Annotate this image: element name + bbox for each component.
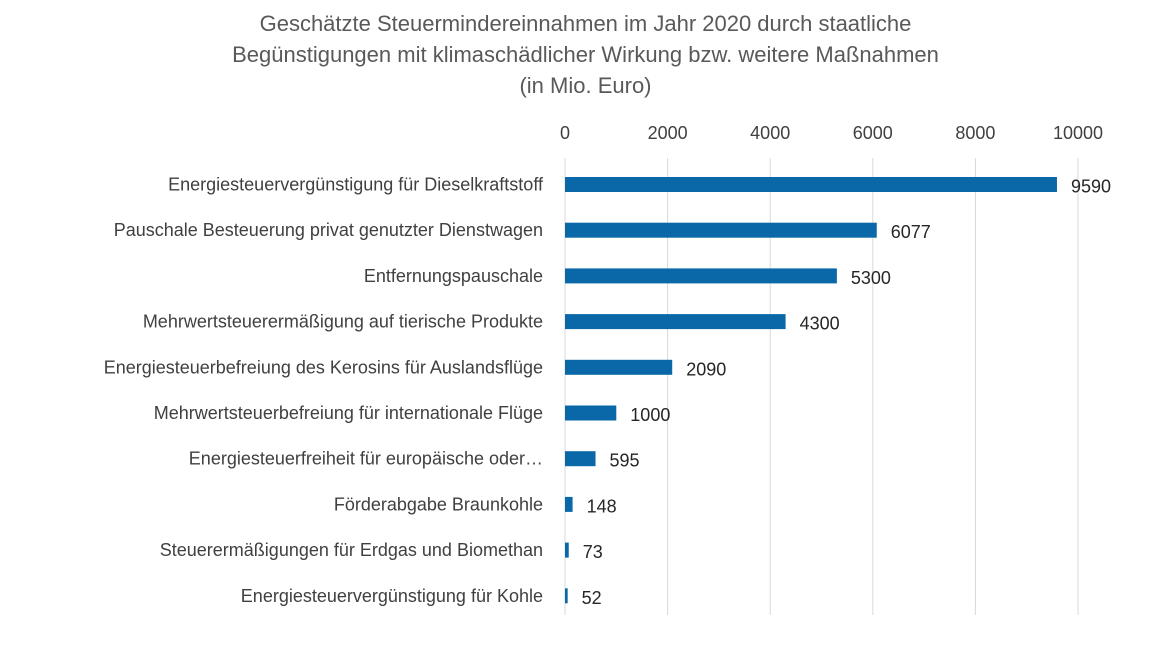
bar-3 [565, 268, 837, 284]
data-label: 2090 [686, 359, 726, 379]
data-label: 9590 [1071, 177, 1111, 197]
bar-9 [565, 542, 569, 558]
chart-title-line-3: (in Mio. Euro) [519, 73, 652, 98]
chart-title: Geschätzte Steuermindereinnahmen im Jahr… [0, 8, 1171, 101]
category-label: Förderabgabe Braunkohle [334, 494, 543, 514]
x-tick-label: 4000 [750, 123, 790, 143]
data-label: 73 [583, 542, 603, 562]
category-label: Steuerermäßigungen für Erdgas und Biomet… [160, 540, 543, 560]
x-tick-label: 10000 [1053, 123, 1103, 143]
category-label: Mehrwertsteuerbefreiung für internationa… [154, 403, 543, 423]
chart-title-line-2: Begünstigungen mit klimaschädlicher Wirk… [232, 42, 939, 67]
data-label: 5300 [851, 268, 891, 288]
x-tick-label: 0 [560, 123, 570, 143]
bar-10 [565, 588, 568, 604]
category-label: Entfernungspauschale [364, 266, 543, 286]
bar-1 [565, 177, 1057, 192]
data-label: 4300 [800, 314, 840, 334]
x-tick-label: 6000 [853, 123, 893, 143]
bar-4 [565, 314, 786, 330]
chart-title-line-1: Geschätzte Steuermindereinnahmen im Jahr… [259, 11, 912, 36]
bar-7 [565, 451, 596, 467]
bar-6 [565, 405, 617, 421]
x-tick-label: 8000 [955, 123, 995, 143]
category-label: Energiesteuervergünstigung für Dieselkra… [168, 175, 544, 195]
category-label: Energiesteuerfreiheit für europäische od… [189, 449, 543, 469]
data-label: 1000 [630, 405, 670, 425]
category-label: Energiesteuerbefreiung des Kerosins für … [104, 357, 543, 377]
bar-5 [565, 359, 673, 375]
data-label: 595 [610, 451, 640, 471]
x-tick-label: 2000 [648, 123, 688, 143]
bar-2 [565, 222, 877, 238]
data-label: 148 [587, 496, 617, 516]
bar-8 [565, 496, 573, 512]
data-label: 6077 [891, 222, 931, 242]
category-label: Mehrwertsteuerermäßigung auf tierische P… [143, 312, 543, 332]
category-label: Pauschale Besteuerung privat genutzter D… [114, 220, 543, 240]
category-label: Energiesteuervergünstigung für Kohle [241, 586, 543, 606]
data-label: 52 [582, 588, 602, 608]
